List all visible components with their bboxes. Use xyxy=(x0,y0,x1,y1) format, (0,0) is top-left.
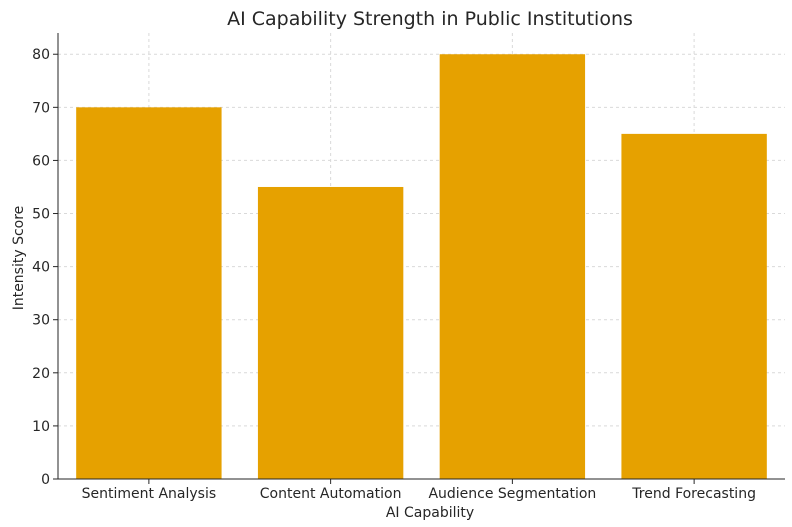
y-axis-title: Intensity Score xyxy=(11,206,27,311)
y-tick-label: 60 xyxy=(32,153,50,169)
y-tick-label: 30 xyxy=(32,313,50,329)
bar-content-automation xyxy=(257,186,404,479)
bars-layer xyxy=(76,54,767,479)
x-ticks: Sentiment Analysis Content Automation Audi… xyxy=(82,479,756,502)
y-tick-label: 80 xyxy=(32,47,50,63)
bar-trend-forecasting xyxy=(621,133,767,479)
x-tick-label: Trend Forecasting xyxy=(631,486,756,502)
y-tick-label: 20 xyxy=(32,366,50,382)
y-ticks: 0 10 20 30 40 50 60 70 80 xyxy=(32,47,58,488)
y-tick-label: 70 xyxy=(32,100,50,116)
y-tick-label: 10 xyxy=(32,419,50,435)
x-axis-title: AI Capability xyxy=(386,505,474,521)
bar-audience-segmentation xyxy=(439,54,586,479)
x-tick-label: Content Automation xyxy=(260,486,402,502)
x-tick-label: Sentiment Analysis xyxy=(82,486,217,502)
y-tick-label: 50 xyxy=(32,207,50,223)
chart-title: AI Capability Strength in Public Institu… xyxy=(227,8,633,30)
y-tick-label: 40 xyxy=(32,260,50,276)
x-tick-label: Audience Segmentation xyxy=(428,486,596,502)
bar-sentiment-analysis xyxy=(76,107,222,479)
y-tick-label: 0 xyxy=(41,472,50,488)
